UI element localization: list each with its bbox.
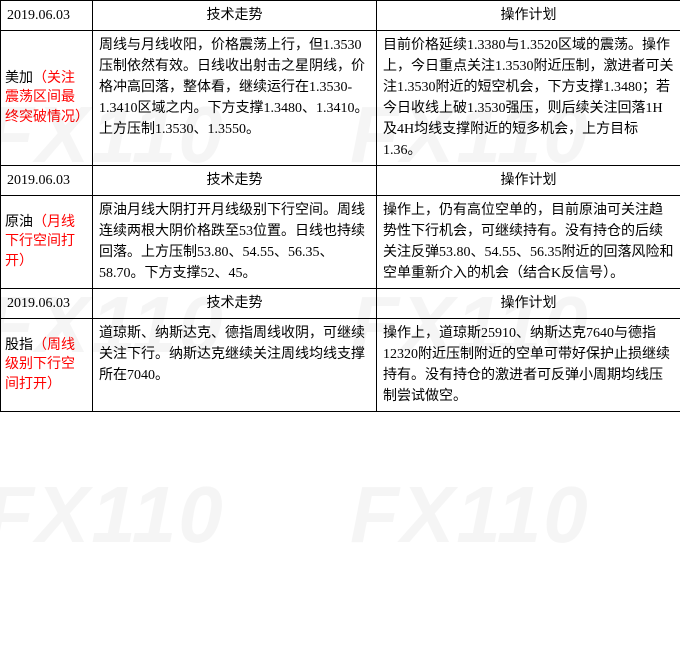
instrument-name: 股指 bbox=[5, 338, 33, 353]
trend-header: 技术走势 bbox=[93, 289, 377, 319]
plan-cell: 操作上，仍有高位空单的，目前原油可关注趋势性下行机会，可继续持有。没有持仓的后续… bbox=[377, 196, 680, 289]
trend-header: 技术走势 bbox=[93, 1, 377, 31]
plan-header: 操作计划 bbox=[377, 289, 680, 319]
trend-header: 技术走势 bbox=[93, 166, 377, 196]
plan-cell: 操作上，道琼斯25910、纳斯达克7640与德指12320附近压制附近的空单可带… bbox=[377, 319, 680, 412]
section-body-row: 美加（关注震荡区间最终突破情况）周线与月线收阳，价格震荡上行，但1.3530压制… bbox=[1, 31, 680, 166]
trend-cell: 周线与月线收阳，价格震荡上行，但1.3530压制依然有效。日线收出射击之星阴线，… bbox=[93, 31, 377, 166]
section-header-row: 2019.06.03技术走势操作计划 bbox=[1, 166, 680, 196]
date-cell: 2019.06.03 bbox=[1, 1, 93, 31]
analysis-table: 2019.06.03技术走势操作计划美加（关注震荡区间最终突破情况）周线与月线收… bbox=[0, 0, 680, 412]
plan-header: 操作计划 bbox=[377, 1, 680, 31]
trend-cell: 原油月线大阴打开月线级别下行空间。周线连续两根大阴价格跌至53位置。日线也持续回… bbox=[93, 196, 377, 289]
instrument-name: 原油 bbox=[5, 215, 33, 230]
plan-cell: 目前价格延续1.3380与1.3520区域的震荡。操作上，今日重点关注1.353… bbox=[377, 31, 680, 166]
table-body: 2019.06.03技术走势操作计划美加（关注震荡区间最终突破情况）周线与月线收… bbox=[1, 1, 680, 412]
instrument-label: 股指（周线级别下行空间打开） bbox=[1, 319, 93, 412]
instrument-name: 美加 bbox=[5, 71, 33, 86]
date-cell: 2019.06.03 bbox=[1, 289, 93, 319]
analysis-table-container: FX110FX110FX110FX110FX110FX110 2019.06.0… bbox=[0, 0, 680, 412]
watermark-text: FX110 bbox=[350, 455, 590, 575]
date-cell: 2019.06.03 bbox=[1, 166, 93, 196]
watermark-text: FX110 bbox=[0, 455, 225, 575]
section-header-row: 2019.06.03技术走势操作计划 bbox=[1, 1, 680, 31]
trend-cell: 道琼斯、纳斯达克、德指周线收阴，可继续关注下行。纳斯达克继续关注周线均线支撑所在… bbox=[93, 319, 377, 412]
instrument-label: 美加（关注震荡区间最终突破情况） bbox=[1, 31, 93, 166]
plan-header: 操作计划 bbox=[377, 166, 680, 196]
section-body-row: 股指（周线级别下行空间打开）道琼斯、纳斯达克、德指周线收阴，可继续关注下行。纳斯… bbox=[1, 319, 680, 412]
instrument-label: 原油（月线下行空间打开） bbox=[1, 196, 93, 289]
section-body-row: 原油（月线下行空间打开）原油月线大阴打开月线级别下行空间。周线连续两根大阴价格跌… bbox=[1, 196, 680, 289]
section-header-row: 2019.06.03技术走势操作计划 bbox=[1, 289, 680, 319]
